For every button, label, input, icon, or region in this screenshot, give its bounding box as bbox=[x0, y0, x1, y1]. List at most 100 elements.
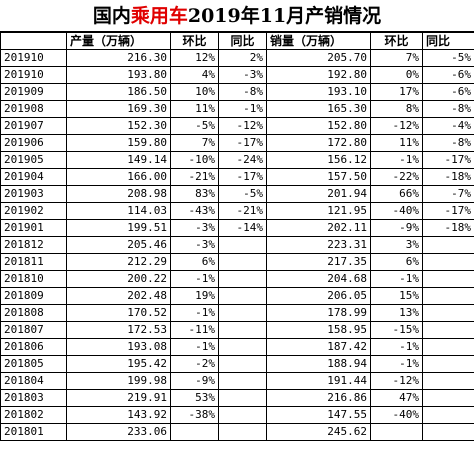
value-cell[interactable]: -12% bbox=[370, 372, 423, 390]
value-cell[interactable]: 159.80 bbox=[66, 134, 171, 152]
value-cell[interactable]: 47% bbox=[370, 389, 423, 407]
value-cell[interactable]: -7% bbox=[422, 185, 474, 203]
value-cell[interactable]: 0% bbox=[370, 66, 423, 84]
value-cell[interactable] bbox=[370, 423, 423, 441]
value-cell[interactable] bbox=[218, 270, 267, 288]
value-cell[interactable]: 17% bbox=[370, 83, 423, 101]
value-cell[interactable]: 202.11 bbox=[266, 219, 371, 237]
value-cell[interactable] bbox=[422, 236, 474, 254]
value-cell[interactable]: 6% bbox=[170, 253, 219, 271]
value-cell[interactable] bbox=[218, 338, 267, 356]
value-cell[interactable]: -17% bbox=[422, 151, 474, 169]
value-cell[interactable]: 152.30 bbox=[66, 117, 171, 135]
value-cell[interactable]: 206.05 bbox=[266, 287, 371, 305]
value-cell[interactable]: -11% bbox=[170, 321, 219, 339]
value-cell[interactable]: 205.70 bbox=[266, 49, 371, 67]
header-cell[interactable]: 产量（万辆） bbox=[66, 32, 171, 50]
header-cell[interactable]: 同比 bbox=[218, 32, 267, 50]
value-cell[interactable]: 208.98 bbox=[66, 185, 171, 203]
value-cell[interactable]: 10% bbox=[170, 83, 219, 101]
month-cell[interactable]: 201803 bbox=[0, 389, 67, 407]
value-cell[interactable] bbox=[422, 389, 474, 407]
value-cell[interactable] bbox=[422, 270, 474, 288]
month-cell[interactable]: 201902 bbox=[0, 202, 67, 220]
value-cell[interactable]: 114.03 bbox=[66, 202, 171, 220]
value-cell[interactable]: -1% bbox=[218, 100, 267, 118]
value-cell[interactable]: -9% bbox=[170, 372, 219, 390]
month-cell[interactable]: 201903 bbox=[0, 185, 67, 203]
value-cell[interactable]: -1% bbox=[370, 338, 423, 356]
value-cell[interactable]: 169.30 bbox=[66, 100, 171, 118]
value-cell[interactable]: 12% bbox=[170, 49, 219, 67]
value-cell[interactable]: 83% bbox=[170, 185, 219, 203]
value-cell[interactable] bbox=[422, 253, 474, 271]
value-cell[interactable]: 149.14 bbox=[66, 151, 171, 169]
value-cell[interactable]: 165.30 bbox=[266, 100, 371, 118]
value-cell[interactable]: 233.06 bbox=[66, 423, 171, 441]
value-cell[interactable]: 191.44 bbox=[266, 372, 371, 390]
value-cell[interactable] bbox=[422, 406, 474, 424]
value-cell[interactable]: -6% bbox=[422, 83, 474, 101]
value-cell[interactable]: 199.98 bbox=[66, 372, 171, 390]
value-cell[interactable]: -10% bbox=[170, 151, 219, 169]
month-cell[interactable]: 201904 bbox=[0, 168, 67, 186]
value-cell[interactable]: 143.92 bbox=[66, 406, 171, 424]
value-cell[interactable]: -1% bbox=[370, 151, 423, 169]
value-cell[interactable]: -6% bbox=[422, 66, 474, 84]
value-cell[interactable]: 178.99 bbox=[266, 304, 371, 322]
value-cell[interactable]: 13% bbox=[370, 304, 423, 322]
value-cell[interactable] bbox=[218, 236, 267, 254]
value-cell[interactable]: 245.62 bbox=[266, 423, 371, 441]
month-cell[interactable]: 201907 bbox=[0, 117, 67, 135]
value-cell[interactable]: 205.46 bbox=[66, 236, 171, 254]
value-cell[interactable]: 15% bbox=[370, 287, 423, 305]
header-cell[interactable]: 环比 bbox=[170, 32, 219, 50]
value-cell[interactable]: 223.31 bbox=[266, 236, 371, 254]
value-cell[interactable]: 2% bbox=[218, 49, 267, 67]
value-cell[interactable]: -1% bbox=[170, 304, 219, 322]
month-cell[interactable]: 201807 bbox=[0, 321, 67, 339]
value-cell[interactable]: 170.52 bbox=[66, 304, 171, 322]
value-cell[interactable]: -1% bbox=[370, 355, 423, 373]
month-cell[interactable]: 201811 bbox=[0, 253, 67, 271]
value-cell[interactable]: -8% bbox=[422, 100, 474, 118]
value-cell[interactable]: -18% bbox=[422, 219, 474, 237]
value-cell[interactable]: -1% bbox=[170, 270, 219, 288]
value-cell[interactable]: -40% bbox=[370, 202, 423, 220]
value-cell[interactable]: 188.94 bbox=[266, 355, 371, 373]
value-cell[interactable]: 204.68 bbox=[266, 270, 371, 288]
value-cell[interactable]: 216.30 bbox=[66, 49, 171, 67]
value-cell[interactable]: 172.53 bbox=[66, 321, 171, 339]
value-cell[interactable]: 193.80 bbox=[66, 66, 171, 84]
value-cell[interactable] bbox=[218, 355, 267, 373]
value-cell[interactable] bbox=[422, 423, 474, 441]
value-cell[interactable]: 201.94 bbox=[266, 185, 371, 203]
value-cell[interactable] bbox=[422, 372, 474, 390]
value-cell[interactable]: -24% bbox=[218, 151, 267, 169]
value-cell[interactable]: -17% bbox=[218, 134, 267, 152]
value-cell[interactable]: 11% bbox=[170, 100, 219, 118]
value-cell[interactable]: -8% bbox=[422, 134, 474, 152]
value-cell[interactable] bbox=[218, 406, 267, 424]
value-cell[interactable]: -43% bbox=[170, 202, 219, 220]
value-cell[interactable]: 212.29 bbox=[66, 253, 171, 271]
value-cell[interactable]: 19% bbox=[170, 287, 219, 305]
value-cell[interactable]: -1% bbox=[170, 338, 219, 356]
value-cell[interactable]: 200.22 bbox=[66, 270, 171, 288]
value-cell[interactable] bbox=[218, 372, 267, 390]
value-cell[interactable]: 219.91 bbox=[66, 389, 171, 407]
value-cell[interactable]: -1% bbox=[370, 270, 423, 288]
value-cell[interactable]: 193.10 bbox=[266, 83, 371, 101]
value-cell[interactable] bbox=[218, 321, 267, 339]
month-cell[interactable]: 201812 bbox=[0, 236, 67, 254]
value-cell[interactable]: -15% bbox=[370, 321, 423, 339]
value-cell[interactable] bbox=[218, 389, 267, 407]
month-cell[interactable]: 201809 bbox=[0, 287, 67, 305]
value-cell[interactable]: -4% bbox=[422, 117, 474, 135]
month-cell[interactable]: 201802 bbox=[0, 406, 67, 424]
header-cell[interactable]: 环比 bbox=[370, 32, 423, 50]
value-cell[interactable]: 147.55 bbox=[266, 406, 371, 424]
value-cell[interactable]: 6% bbox=[370, 253, 423, 271]
month-cell[interactable]: 201908 bbox=[0, 100, 67, 118]
value-cell[interactable]: -22% bbox=[370, 168, 423, 186]
